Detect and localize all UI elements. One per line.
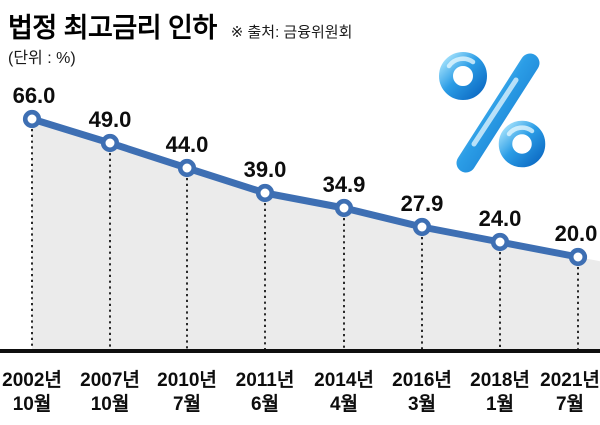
data-point-marker	[177, 158, 197, 178]
x-tick-label-month: 3월	[408, 393, 436, 415]
value-label: 20.0	[555, 221, 598, 246]
x-axis-line	[0, 349, 600, 353]
unit-note: (단위 : %)	[8, 50, 76, 67]
x-tick-label-year: 2014년	[314, 369, 374, 391]
x-tick-label-year: 2002년	[2, 369, 62, 391]
data-point-marker	[490, 232, 510, 252]
percent-top-ring-gloss	[446, 56, 476, 69]
value-label: 39.0	[244, 157, 287, 182]
value-label: 27.9	[401, 191, 444, 216]
value-label: 44.0	[166, 132, 209, 157]
value-label: 66.0	[13, 83, 56, 108]
percent-slash	[456, 53, 540, 173]
x-tick-label-month: 1월	[486, 393, 514, 415]
area-fill	[32, 119, 600, 349]
x-tick-label-month: 7월	[556, 393, 584, 415]
x-tick-label-year: 2016년	[392, 369, 452, 391]
trend-line	[28, 115, 582, 261]
x-tick-label-month: 7월	[173, 393, 201, 415]
x-tick-label-year: 2011년	[236, 369, 295, 391]
data-point-marker	[412, 217, 432, 237]
data-point-marker	[334, 198, 354, 218]
x-tick-label-year: 2018년	[470, 369, 530, 391]
value-label: 24.0	[479, 206, 522, 231]
percent-balloon-icon	[439, 52, 546, 173]
data-point-marker	[568, 247, 588, 267]
x-tick-label-year: 2021년	[540, 369, 600, 391]
x-tick-label-year: 2010년	[157, 369, 217, 391]
percent-slash-gloss	[471, 77, 519, 147]
source-note: ※ 출처: 금융위원회	[230, 24, 353, 41]
x-tick-label-month: 10월	[13, 393, 52, 415]
percent-bottom-ring-gloss	[506, 125, 535, 137]
value-label: 34.9	[323, 172, 366, 197]
value-label: 49.0	[89, 107, 132, 132]
x-tick-label-month: 4월	[330, 393, 358, 415]
data-point-marker	[255, 183, 275, 203]
page-title: 법정 최고금리 인하	[8, 13, 217, 43]
x-tick-label-month: 6월	[251, 393, 279, 415]
header: 법정 최고금리 인하 ※ 출처: 금융위원회	[8, 6, 352, 45]
x-tick-label-month: 10월	[91, 393, 130, 415]
x-tick-label-year: 2007년	[80, 369, 140, 391]
data-point-marker	[100, 133, 120, 153]
data-point-marker	[22, 109, 42, 129]
